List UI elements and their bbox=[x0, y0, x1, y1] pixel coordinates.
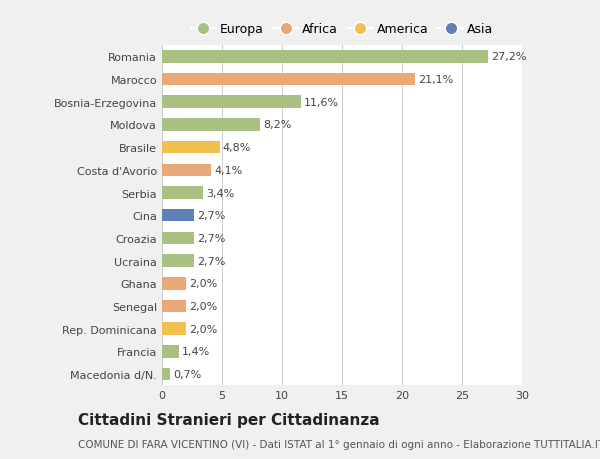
Text: 2,0%: 2,0% bbox=[189, 301, 217, 311]
Text: 8,2%: 8,2% bbox=[263, 120, 292, 130]
Text: 2,7%: 2,7% bbox=[197, 233, 226, 243]
Bar bbox=[162, 187, 203, 199]
Text: 21,1%: 21,1% bbox=[418, 75, 454, 85]
Bar bbox=[162, 164, 211, 177]
Text: Cittadini Stranieri per Cittadinanza: Cittadini Stranieri per Cittadinanza bbox=[78, 413, 380, 428]
Text: 27,2%: 27,2% bbox=[491, 52, 527, 62]
Bar bbox=[162, 73, 415, 86]
Bar bbox=[162, 209, 194, 222]
Text: COMUNE DI FARA VICENTINO (VI) - Dati ISTAT al 1° gennaio di ogni anno - Elaboraz: COMUNE DI FARA VICENTINO (VI) - Dati IST… bbox=[78, 440, 600, 449]
Text: 4,1%: 4,1% bbox=[214, 165, 242, 175]
Text: 2,0%: 2,0% bbox=[189, 324, 217, 334]
Text: 2,7%: 2,7% bbox=[197, 211, 226, 221]
Bar bbox=[162, 119, 260, 131]
Text: 11,6%: 11,6% bbox=[304, 97, 340, 107]
Text: 1,4%: 1,4% bbox=[182, 347, 210, 357]
Bar bbox=[162, 232, 194, 245]
Bar bbox=[162, 368, 170, 381]
Bar bbox=[162, 277, 186, 290]
Text: 2,0%: 2,0% bbox=[189, 279, 217, 289]
Bar bbox=[162, 255, 194, 267]
Bar bbox=[162, 300, 186, 313]
Bar bbox=[162, 51, 488, 63]
Bar bbox=[162, 323, 186, 335]
Text: 2,7%: 2,7% bbox=[197, 256, 226, 266]
Bar bbox=[162, 141, 220, 154]
Legend: Europa, Africa, America, Asia: Europa, Africa, America, Asia bbox=[185, 18, 499, 41]
Text: 4,8%: 4,8% bbox=[223, 143, 251, 153]
Bar bbox=[162, 96, 301, 109]
Text: 0,7%: 0,7% bbox=[173, 369, 202, 379]
Bar bbox=[162, 345, 179, 358]
Text: 3,4%: 3,4% bbox=[206, 188, 234, 198]
